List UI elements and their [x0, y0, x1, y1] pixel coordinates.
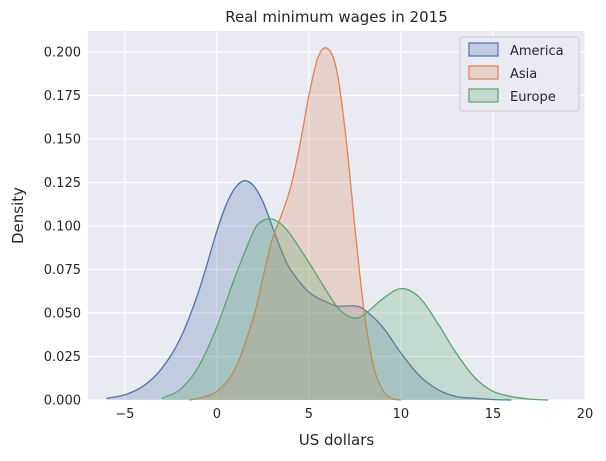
density-area-asia	[189, 47, 401, 401]
y-tick-label: 0.100	[44, 219, 81, 234]
x-tick-labels: −5 0 5 10 15 20	[115, 407, 593, 422]
legend-swatch-asia	[468, 65, 499, 80]
y-tick-label: 0.150	[44, 132, 81, 147]
density-line-america	[106, 180, 512, 401]
y-tick-label: 0.200	[44, 45, 81, 60]
y-tick-labels: 0.000 0.025 0.050 0.075 0.100 0.125 0.150 0.175…	[44, 45, 81, 408]
x-tick-label: 20	[577, 407, 594, 422]
x-tick-label: 15	[485, 407, 502, 422]
legend-label-america: America	[510, 44, 564, 59]
y-axis-label: Density	[9, 187, 27, 244]
x-axis-label: US dollars	[299, 431, 375, 449]
chart-title: Real minimum wages in 2015	[225, 8, 447, 26]
y-tick-label: 0.175	[44, 89, 81, 104]
y-tick-label: 0.050	[44, 306, 81, 321]
x-tick-label: 0	[213, 407, 221, 422]
legend-label-asia: Asia	[510, 67, 537, 82]
x-tick-label: 10	[393, 407, 410, 422]
x-tick-label: −5	[115, 407, 134, 422]
density-area-europe	[161, 218, 549, 400]
y-tick-label: 0.000	[44, 394, 81, 409]
density-line-europe	[161, 218, 549, 401]
x-tick-label: 5	[305, 407, 313, 422]
y-tick-label: 0.075	[44, 263, 81, 278]
legend-items: America Asia Europe	[468, 42, 564, 105]
legend: America Asia Europe	[459, 36, 580, 112]
y-tick-label: 0.125	[44, 176, 81, 191]
legend-swatch-america	[468, 42, 499, 57]
density-series	[106, 47, 549, 401]
y-tick-label: 0.025	[44, 350, 81, 365]
legend-label-europe: Europe	[510, 90, 556, 105]
density-line-asia	[189, 47, 402, 401]
legend-swatch-europe	[468, 88, 499, 103]
density-area-america	[106, 180, 512, 400]
